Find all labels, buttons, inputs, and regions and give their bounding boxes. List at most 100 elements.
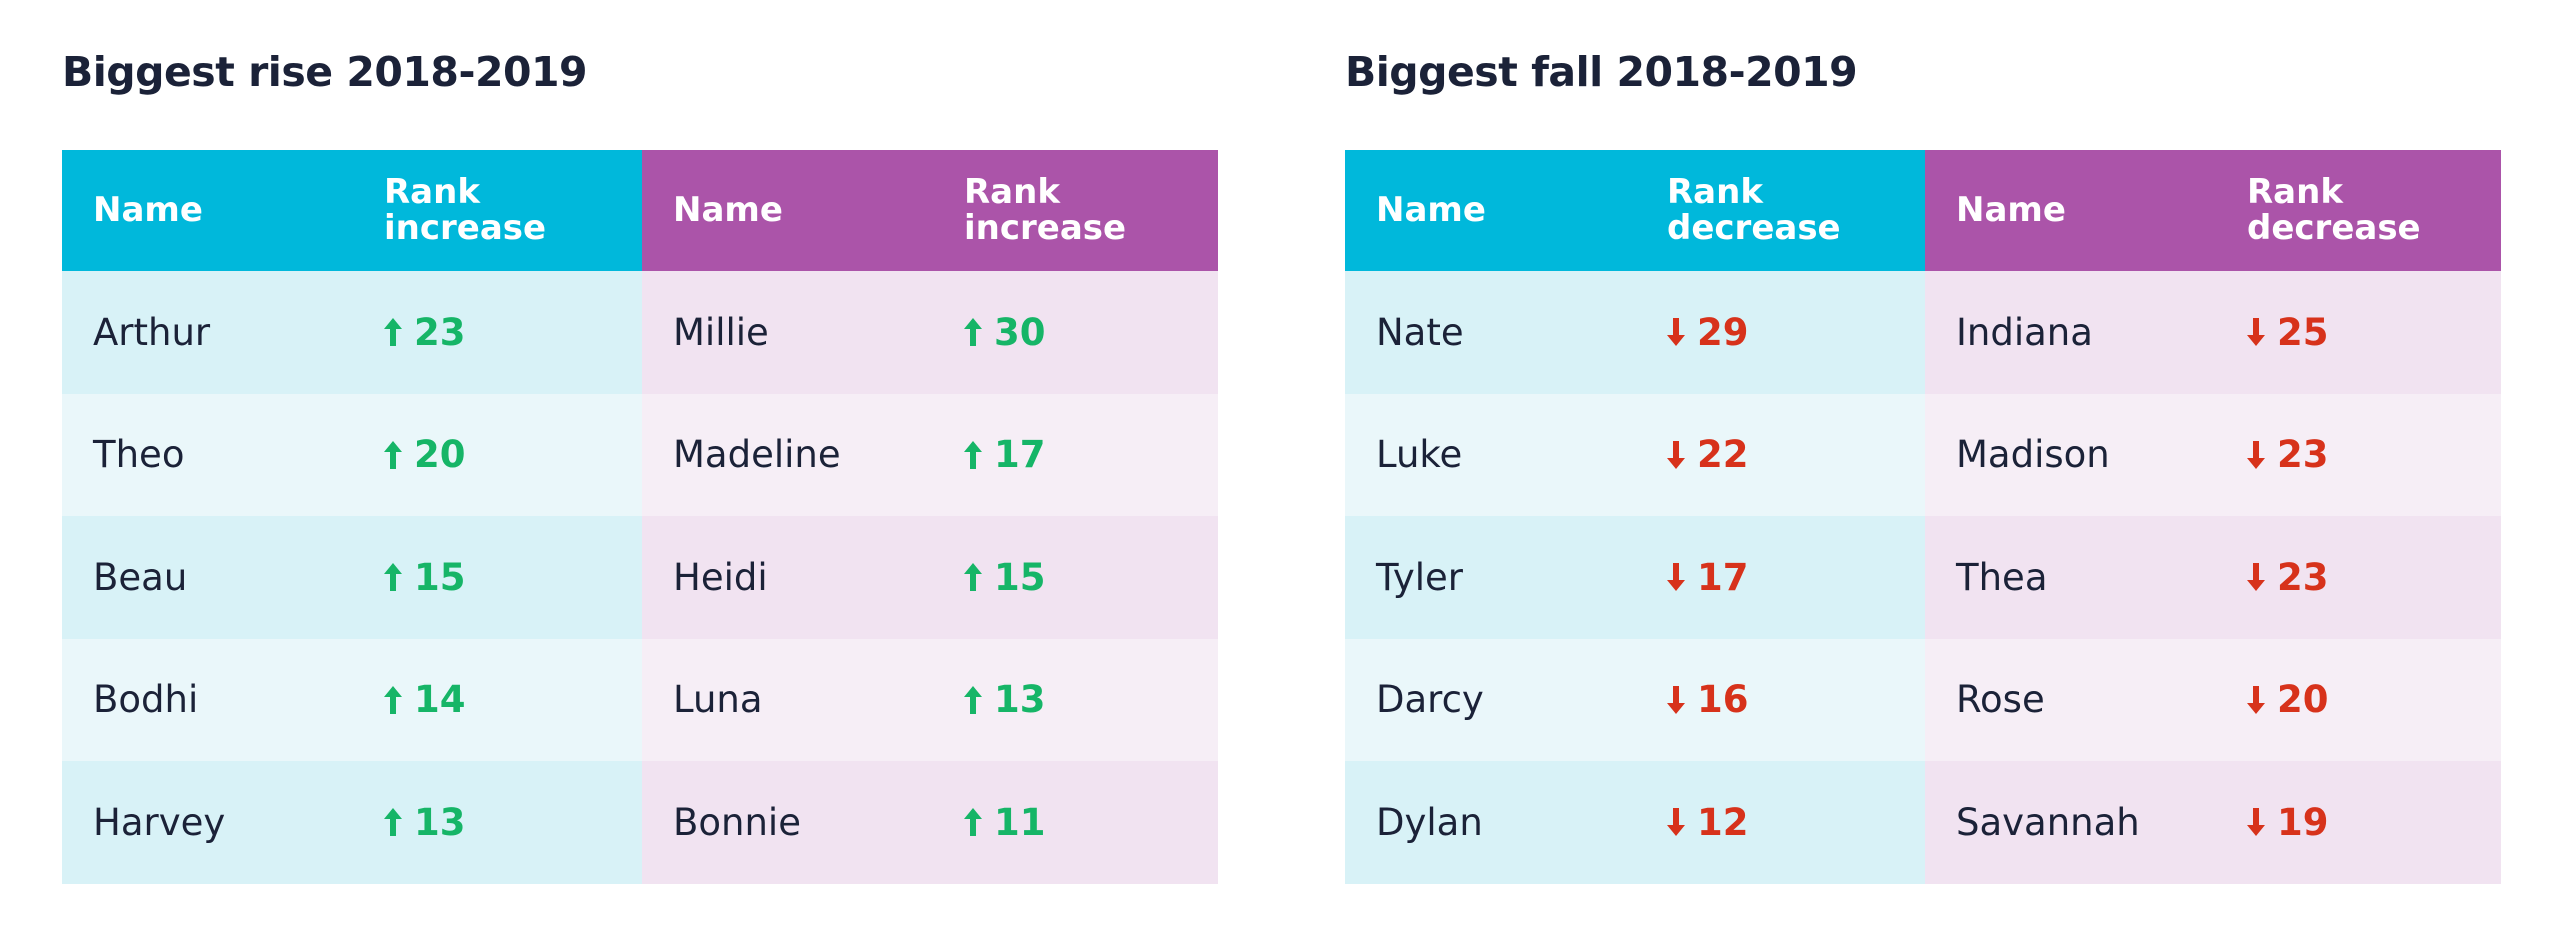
table-cell: 15 — [353, 516, 642, 639]
name: Beau — [93, 555, 188, 599]
rank-value: 15 — [994, 555, 1046, 599]
header-text: Name — [1376, 189, 1486, 230]
rank-value: 23 — [414, 310, 466, 354]
name: Arthur — [93, 310, 211, 354]
rank-value: 23 — [2277, 433, 2329, 477]
arrow-icon — [2247, 808, 2265, 837]
header-text: Name — [93, 189, 203, 230]
name: Tyler — [1376, 555, 1463, 599]
header-cell: Rank increase — [353, 150, 642, 271]
rank-change: 16 — [1667, 678, 1749, 721]
name: Thea — [1956, 555, 2048, 599]
rank-value: 30 — [994, 310, 1046, 354]
name: Darcy — [1376, 678, 1484, 722]
rank-change: 20 — [2247, 678, 2329, 721]
table-cell: Bodhi — [62, 638, 353, 761]
table-cell: Rose — [1925, 638, 2216, 761]
table-cell: 23 — [2216, 516, 2501, 639]
table-cell: 15 — [933, 516, 1218, 639]
rank-value: 17 — [994, 433, 1046, 477]
rank-value: 22 — [1697, 433, 1749, 477]
name: Harvey — [93, 800, 226, 844]
name: Millie — [673, 310, 769, 354]
table-cell: Luna — [642, 638, 933, 761]
rank-value: 17 — [1697, 555, 1749, 599]
arrow-icon — [964, 563, 982, 592]
rank-change: 15 — [384, 556, 466, 599]
header-cell: Rank decrease — [2216, 150, 2501, 271]
table-cell: Darcy — [1345, 638, 1636, 761]
name: Luke — [1376, 433, 1463, 477]
header-text: Rank increase — [384, 171, 547, 248]
table-cell: Bonnie — [642, 761, 933, 884]
rank-change: 23 — [2247, 433, 2329, 476]
table-cell: Tyler — [1345, 516, 1636, 639]
table-cell: 13 — [933, 638, 1218, 761]
rank-change: 11 — [964, 801, 1046, 844]
arrow-icon — [2247, 440, 2265, 469]
table-cell: 14 — [353, 638, 642, 761]
table-cell: Beau — [62, 516, 353, 639]
name: Madison — [1956, 433, 2110, 477]
name: Heidi — [673, 555, 768, 599]
table-cell: Dylan — [1345, 761, 1636, 884]
arrow-icon — [2247, 685, 2265, 714]
rank-value: 16 — [1697, 678, 1749, 722]
arrow-icon — [964, 808, 982, 837]
arrow-icon — [384, 440, 402, 469]
name: Bodhi — [93, 678, 199, 722]
name: Madeline — [673, 433, 841, 477]
table-cell: 17 — [933, 393, 1218, 516]
rank-change: 23 — [2247, 556, 2329, 599]
table-title: Biggest rise 2018-2019 — [62, 48, 588, 96]
header-text: Rank increase — [964, 171, 1127, 248]
header-cell: Rank decrease — [1636, 150, 1925, 271]
arrow-icon — [1667, 808, 1685, 837]
table-cell: Savannah — [1925, 761, 2216, 884]
table-cell: Thea — [1925, 516, 2216, 639]
rank-change: 15 — [964, 556, 1046, 599]
rank-change: 19 — [2247, 801, 2329, 844]
arrow-icon — [964, 318, 982, 347]
rank-value: 13 — [994, 678, 1046, 722]
header-cell: Name — [642, 150, 933, 271]
table-cell: Indiana — [1925, 271, 2216, 394]
rank-value: 13 — [414, 800, 466, 844]
table-cell: Millie — [642, 271, 933, 394]
rank-change: 12 — [1667, 801, 1749, 844]
table-cell: Arthur — [62, 271, 353, 394]
table-cell: 25 — [2216, 271, 2501, 394]
arrow-icon — [1667, 318, 1685, 347]
arrow-icon — [1667, 685, 1685, 714]
rank-change: 23 — [384, 311, 466, 354]
table-cell: Madeline — [642, 393, 933, 516]
rank-value: 19 — [2277, 800, 2329, 844]
header-cell: Rank increase — [933, 150, 1218, 271]
rank-value: 20 — [2277, 678, 2329, 722]
rank-change: 14 — [384, 678, 466, 721]
rank-value: 20 — [414, 433, 466, 477]
rank-value: 11 — [994, 800, 1046, 844]
table-cell: Harvey — [62, 761, 353, 884]
table-cell: Theo — [62, 393, 353, 516]
rank-value: 23 — [2277, 555, 2329, 599]
name: Luna — [673, 678, 763, 722]
table-cell: 12 — [1636, 761, 1925, 884]
rank-change: 29 — [1667, 311, 1749, 354]
table-cell: 13 — [353, 761, 642, 884]
table-cell: 29 — [1636, 271, 1925, 394]
name: Rose — [1956, 678, 2045, 722]
name: Theo — [93, 433, 185, 477]
name: Indiana — [1956, 310, 2093, 354]
arrow-icon — [964, 440, 982, 469]
table-cell: 23 — [353, 271, 642, 394]
arrow-icon — [2247, 563, 2265, 592]
rank-change: 22 — [1667, 433, 1749, 476]
rank-value: 12 — [1697, 800, 1749, 844]
header-cell: Name — [1925, 150, 2216, 271]
arrow-icon — [384, 808, 402, 837]
arrow-icon — [384, 563, 402, 592]
table: Name Rank increase Name Rank increase Arthur… — [62, 150, 1218, 884]
rank-change: 17 — [964, 433, 1046, 476]
